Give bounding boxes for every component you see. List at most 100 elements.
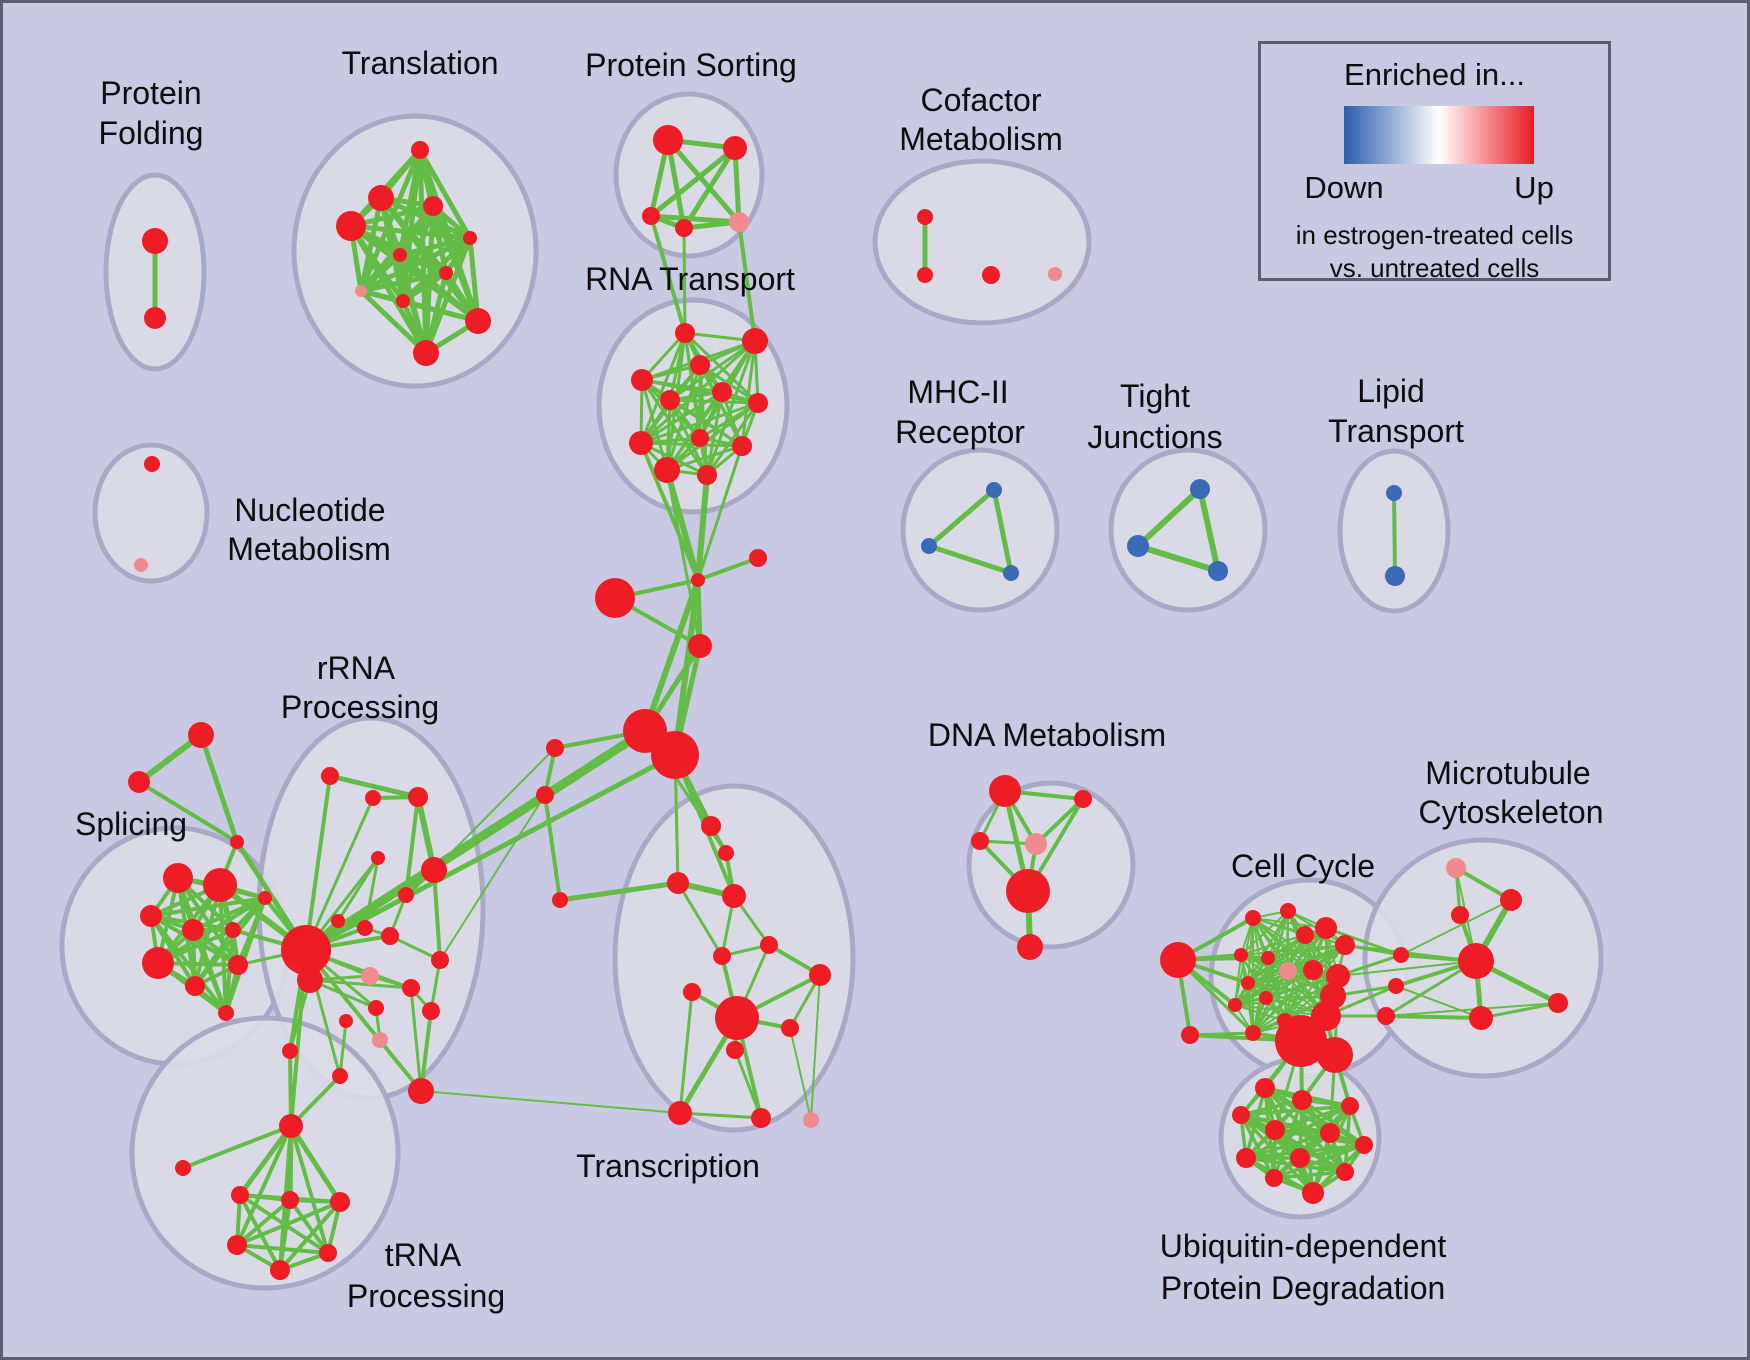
node-x3 <box>667 872 689 894</box>
cluster-mhc-ii-receptor-ellipse <box>900 447 1060 613</box>
node-q16 <box>279 1114 303 1138</box>
node-ccD <box>1315 917 1337 939</box>
node-q13 <box>282 1043 298 1059</box>
edge-rr4-q2 <box>363 857 380 929</box>
cluster-dna-metabolism-ellipse <box>966 780 1136 950</box>
edge-tn3-tn6 <box>278 1200 342 1272</box>
node-tn6 <box>270 1260 290 1280</box>
node-q10 <box>422 1002 440 1020</box>
legend-up-label: Up <box>1514 170 1554 205</box>
node-tl2 <box>368 185 394 211</box>
node-ps1 <box>653 125 683 155</box>
edge-ccI-ccK <box>1247 969 1314 984</box>
edge-x13-x14 <box>679 1111 762 1120</box>
node-sp6 <box>142 947 174 979</box>
node-ps5 <box>729 212 749 232</box>
node-rt6 <box>712 382 732 402</box>
cluster-label-protein-folding-line2: Folding <box>99 115 204 151</box>
node-j5 <box>536 786 554 804</box>
edge-q16-tn1 <box>237 1124 294 1197</box>
edge-tn2-tn4 <box>235 1198 292 1247</box>
node-ccC <box>1296 926 1314 944</box>
legend: Enriched in... Down Up in estrogen-treat… <box>1258 41 1611 283</box>
node-sp7 <box>225 922 241 938</box>
edge-mh1-mh3 <box>991 489 1014 574</box>
edge-q16-tn5 <box>289 1125 330 1254</box>
node-tr1 <box>188 722 214 748</box>
node-tl1 <box>411 141 429 159</box>
cluster-transcription-ellipse <box>612 783 856 1133</box>
node-q8 <box>368 1000 384 1016</box>
edge-tn2-tn5 <box>288 1198 330 1255</box>
node-x1 <box>701 816 721 836</box>
edge-rt7-rt11 <box>705 402 760 476</box>
node-cf3 <box>982 266 1000 284</box>
node-d4 <box>1025 833 1047 855</box>
node-tl3 <box>423 196 443 216</box>
node-x11 <box>781 1019 799 1037</box>
node-tl5 <box>463 231 477 245</box>
node-ccG2 <box>1317 1037 1353 1073</box>
cluster-label-rrna-processing-line1: rRNA <box>317 650 396 686</box>
node-q3 <box>381 927 399 945</box>
node-cf1 <box>917 209 933 225</box>
node-j1 <box>691 573 705 587</box>
node-hb1 <box>281 925 331 975</box>
edge-tl6-tl10 <box>398 253 480 323</box>
edge-sp2-sp9 <box>193 884 222 987</box>
node-mt2 <box>1500 889 1522 911</box>
node-ccL <box>1326 964 1350 988</box>
edge-mt5-jn3 <box>1385 1002 1559 1017</box>
cluster-label-lipid-transport-line2: Transport <box>1328 413 1464 449</box>
enrichment-network: Protein Folding Translation Protein Sorting… <box>59 45 1604 1314</box>
cluster-label-cell-cycle-line1: Cell Cycle <box>1231 848 1375 884</box>
edge-rt7-rt9 <box>640 401 759 445</box>
edge-ccL-ccN <box>1234 975 1339 1006</box>
edge-ccM-ccP <box>1252 995 1334 1034</box>
edge-x11-x15 <box>789 1027 812 1121</box>
node-rr3 <box>408 787 428 807</box>
node-cf2 <box>917 267 933 283</box>
node-cf4 <box>1048 267 1062 281</box>
legend-caption-line1: in estrogen-treated cells <box>1295 220 1574 250</box>
cluster-label-translation-line1: Translation <box>341 45 498 81</box>
node-tj1 <box>1190 479 1210 499</box>
node-tl7 <box>439 266 453 280</box>
edge-ccN-ccO <box>1234 1004 1286 1022</box>
edge-rr3-q4 <box>404 796 420 896</box>
edge-tn1-tn6 <box>238 1194 282 1271</box>
edge-rt11-j1 <box>695 474 710 581</box>
node-v12 <box>1302 1182 1324 1204</box>
edge-ccE-ccG <box>1267 944 1346 959</box>
edge-jn3-mt6 <box>1385 1014 1482 1020</box>
edge-q16-q17 <box>182 1124 292 1170</box>
node-sp10 <box>218 1005 234 1021</box>
edge-q13-q16 <box>288 1050 293 1127</box>
node-v3 <box>1232 1106 1250 1124</box>
edge-ps5-rt2 <box>737 221 757 342</box>
edge-tn3-tn4 <box>236 1200 341 1247</box>
node-ccG1 <box>1275 1015 1327 1067</box>
node-q2 <box>357 920 373 936</box>
edge-tl5-tl8 <box>359 235 472 294</box>
edge-tj1-tj2 <box>1135 486 1203 549</box>
node-ccB <box>1280 903 1296 919</box>
edge-rt9-rt11 <box>640 441 708 477</box>
edge-rt10-j1 <box>664 469 701 581</box>
node-q9 <box>431 951 449 969</box>
node-x10 <box>715 996 759 1040</box>
node-v8 <box>1236 1148 1256 1168</box>
edge-sp7-sp9 <box>193 928 235 988</box>
node-rt11 <box>697 465 717 485</box>
cluster-label-dna-metabolism-line1: DNA Metabolism <box>928 717 1166 753</box>
node-lp2 <box>1385 566 1405 586</box>
cluster-label-cofactor-metabolism-line1: Cofactor <box>921 82 1042 118</box>
edge-ccB-ccF <box>1240 910 1289 956</box>
node-jb <box>595 578 635 618</box>
node-mh1 <box>986 482 1002 498</box>
edge-ccL-ccP <box>1252 975 1339 1034</box>
edge-q11-q14 <box>338 1020 348 1077</box>
node-x12 <box>726 1041 744 1059</box>
node-d6 <box>1017 934 1043 960</box>
cluster-label-splicing-line1: Splicing <box>75 806 187 842</box>
